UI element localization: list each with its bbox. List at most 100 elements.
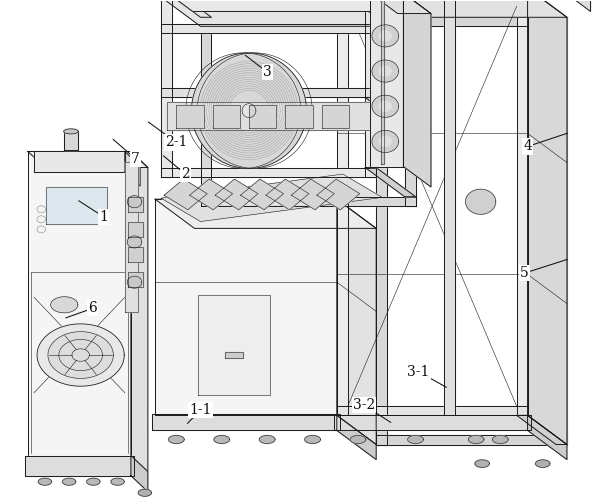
Polygon shape bbox=[370, 0, 404, 166]
Polygon shape bbox=[64, 132, 78, 151]
Polygon shape bbox=[191, 53, 307, 168]
Polygon shape bbox=[200, 197, 416, 206]
Text: 7: 7 bbox=[131, 152, 140, 165]
Polygon shape bbox=[337, 0, 567, 17]
Polygon shape bbox=[337, 406, 527, 415]
Ellipse shape bbox=[87, 478, 100, 485]
Text: 1-1: 1-1 bbox=[189, 403, 212, 417]
Circle shape bbox=[372, 60, 399, 82]
Polygon shape bbox=[322, 105, 349, 128]
Circle shape bbox=[379, 66, 392, 76]
Text: 1: 1 bbox=[99, 210, 108, 224]
Polygon shape bbox=[125, 152, 140, 186]
Ellipse shape bbox=[535, 460, 550, 467]
Polygon shape bbox=[161, 0, 408, 12]
Circle shape bbox=[127, 276, 142, 288]
Polygon shape bbox=[365, 0, 416, 17]
Polygon shape bbox=[285, 105, 313, 128]
Polygon shape bbox=[365, 0, 376, 176]
Ellipse shape bbox=[305, 435, 320, 444]
Text: 6: 6 bbox=[89, 301, 97, 316]
Text: 4: 4 bbox=[523, 140, 532, 153]
Text: 5: 5 bbox=[520, 266, 529, 280]
Polygon shape bbox=[404, 0, 431, 187]
Polygon shape bbox=[200, 17, 416, 26]
Polygon shape bbox=[48, 332, 114, 379]
Polygon shape bbox=[152, 414, 340, 430]
Polygon shape bbox=[527, 0, 567, 445]
Polygon shape bbox=[381, 0, 384, 164]
Ellipse shape bbox=[214, 435, 229, 444]
Polygon shape bbox=[242, 104, 256, 117]
Circle shape bbox=[372, 25, 399, 47]
Polygon shape bbox=[365, 167, 416, 197]
Polygon shape bbox=[266, 179, 309, 210]
Polygon shape bbox=[337, 199, 376, 445]
Polygon shape bbox=[559, 0, 591, 12]
Polygon shape bbox=[556, 17, 567, 445]
Polygon shape bbox=[37, 324, 124, 386]
Polygon shape bbox=[28, 152, 131, 456]
Polygon shape bbox=[161, 24, 376, 33]
Polygon shape bbox=[197, 295, 270, 395]
Polygon shape bbox=[131, 456, 148, 492]
Polygon shape bbox=[161, 88, 376, 97]
Polygon shape bbox=[317, 179, 360, 210]
Polygon shape bbox=[161, 0, 416, 26]
Circle shape bbox=[127, 236, 142, 248]
Polygon shape bbox=[517, 0, 527, 415]
Polygon shape bbox=[215, 179, 258, 210]
Polygon shape bbox=[128, 272, 143, 287]
Polygon shape bbox=[376, 17, 387, 445]
Polygon shape bbox=[291, 179, 334, 210]
Polygon shape bbox=[527, 415, 567, 460]
Polygon shape bbox=[72, 349, 89, 361]
Circle shape bbox=[379, 137, 392, 147]
Polygon shape bbox=[51, 297, 78, 313]
Polygon shape bbox=[128, 197, 143, 212]
Polygon shape bbox=[128, 247, 143, 262]
Polygon shape bbox=[131, 152, 148, 472]
Ellipse shape bbox=[111, 478, 124, 485]
Polygon shape bbox=[168, 102, 370, 130]
Ellipse shape bbox=[492, 435, 508, 444]
Text: 3: 3 bbox=[263, 65, 271, 79]
Polygon shape bbox=[189, 179, 232, 210]
Ellipse shape bbox=[350, 435, 366, 444]
Polygon shape bbox=[155, 199, 337, 415]
Ellipse shape bbox=[64, 129, 78, 134]
Polygon shape bbox=[212, 105, 240, 128]
Polygon shape bbox=[405, 17, 416, 206]
Circle shape bbox=[372, 95, 399, 117]
Polygon shape bbox=[249, 105, 276, 128]
Polygon shape bbox=[240, 179, 283, 210]
Polygon shape bbox=[370, 0, 431, 14]
Polygon shape bbox=[128, 222, 143, 237]
Polygon shape bbox=[376, 435, 567, 445]
Polygon shape bbox=[161, 167, 376, 176]
Polygon shape bbox=[164, 179, 207, 210]
Polygon shape bbox=[334, 415, 531, 430]
Polygon shape bbox=[225, 351, 243, 357]
Polygon shape bbox=[337, 0, 348, 415]
Ellipse shape bbox=[138, 489, 152, 496]
Polygon shape bbox=[376, 17, 567, 26]
Polygon shape bbox=[517, 415, 567, 445]
Circle shape bbox=[372, 131, 399, 153]
Circle shape bbox=[379, 101, 392, 111]
Polygon shape bbox=[200, 17, 211, 206]
Polygon shape bbox=[444, 0, 455, 415]
Polygon shape bbox=[365, 97, 416, 127]
Ellipse shape bbox=[475, 460, 489, 467]
Text: 2: 2 bbox=[181, 167, 190, 181]
Ellipse shape bbox=[259, 435, 275, 444]
Polygon shape bbox=[161, 174, 382, 222]
Polygon shape bbox=[337, 415, 376, 460]
Text: 2-1: 2-1 bbox=[165, 136, 188, 149]
Ellipse shape bbox=[169, 435, 184, 444]
Polygon shape bbox=[161, 0, 211, 17]
Ellipse shape bbox=[408, 435, 424, 444]
Circle shape bbox=[466, 189, 496, 214]
Ellipse shape bbox=[38, 478, 52, 485]
Circle shape bbox=[379, 31, 392, 41]
